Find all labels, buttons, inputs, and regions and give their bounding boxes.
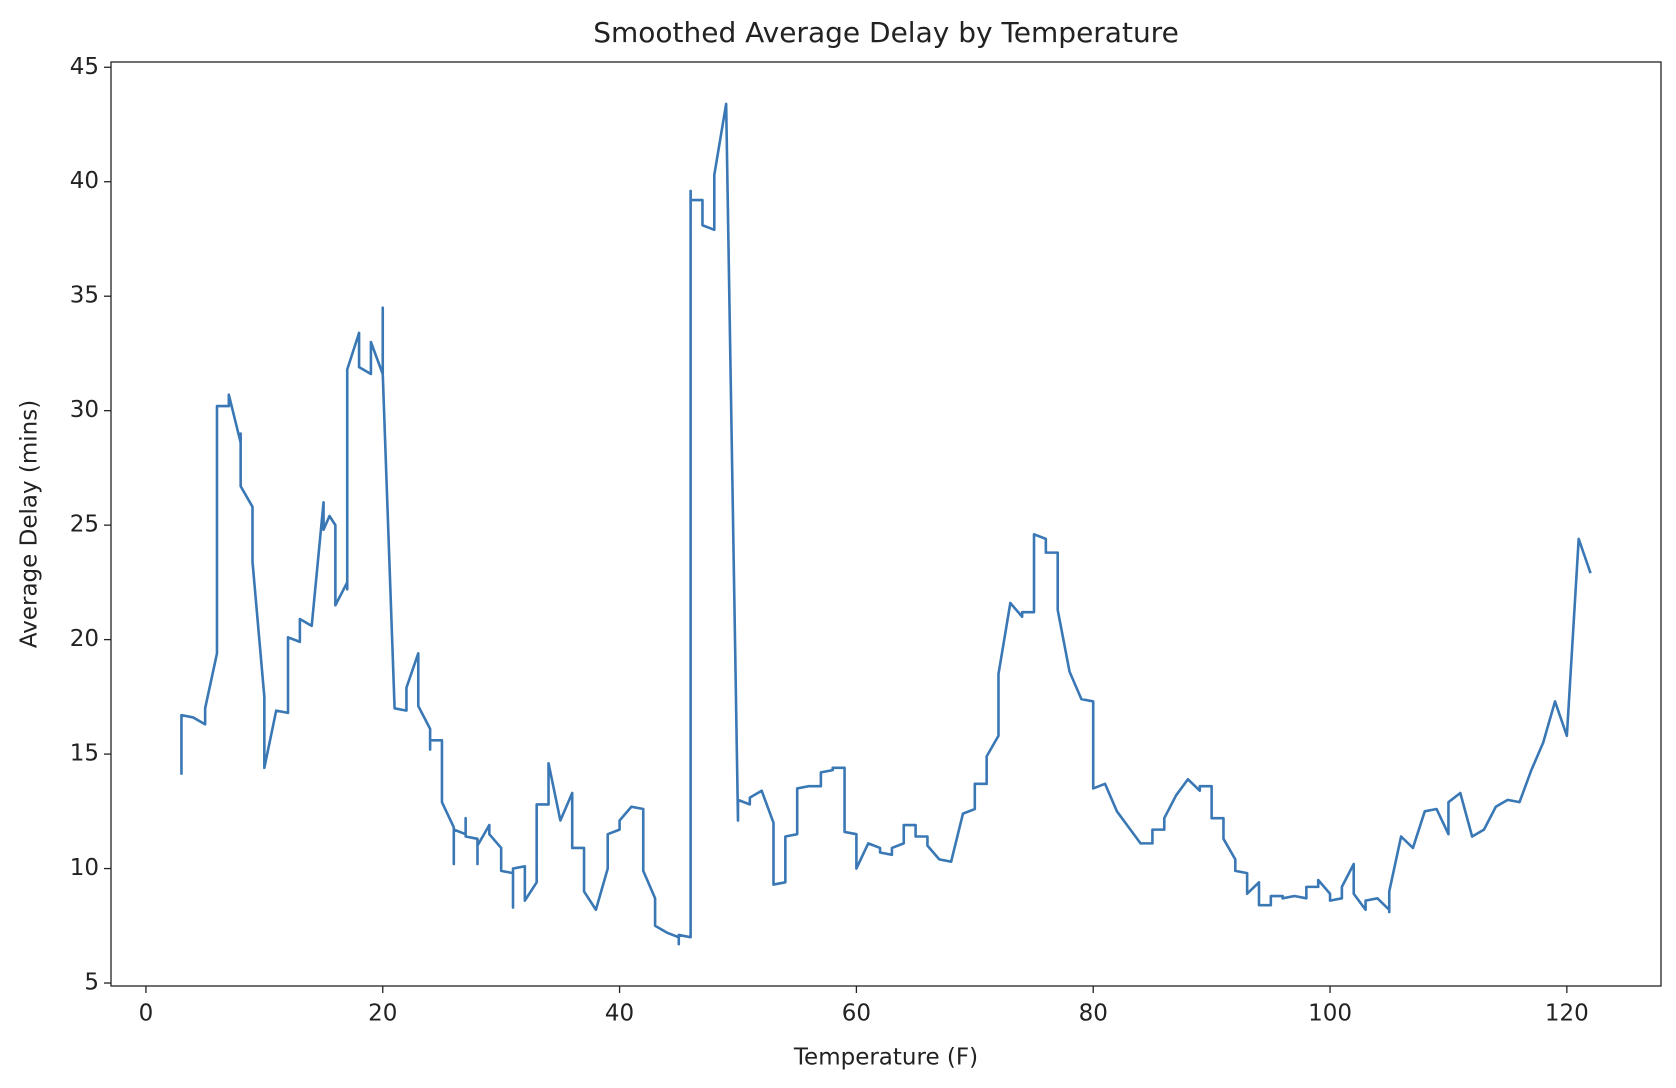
x-axis-label: Temperature (F) bbox=[793, 1045, 978, 1071]
x-tick-label: 0 bbox=[139, 1001, 154, 1027]
y-tick-label: 35 bbox=[70, 283, 99, 309]
y-tick-label: 20 bbox=[70, 626, 99, 652]
chart-title: Smoothed Average Delay by Temperature bbox=[593, 16, 1179, 49]
y-axis-label: Average Delay (mins) bbox=[17, 400, 43, 648]
y-tick-label: 30 bbox=[70, 397, 99, 423]
x-tick-label: 120 bbox=[1545, 1001, 1589, 1027]
x-tick-label: 40 bbox=[605, 1001, 634, 1027]
y-tick-label: 45 bbox=[70, 54, 99, 80]
x-tick-label: 20 bbox=[368, 1001, 397, 1027]
data-line bbox=[180, 102, 1592, 946]
x-tick-label: 60 bbox=[842, 1001, 871, 1027]
plot-frame bbox=[110, 61, 1662, 987]
x-tick-label: 100 bbox=[1308, 1001, 1352, 1027]
y-tick-label: 40 bbox=[70, 168, 99, 194]
y-tick-label: 5 bbox=[84, 970, 99, 996]
y-tick-label: 10 bbox=[70, 855, 99, 881]
y-tick-label: 15 bbox=[70, 741, 99, 767]
y-tick-label: 25 bbox=[70, 512, 99, 538]
x-tick-label: 80 bbox=[1079, 1001, 1108, 1027]
